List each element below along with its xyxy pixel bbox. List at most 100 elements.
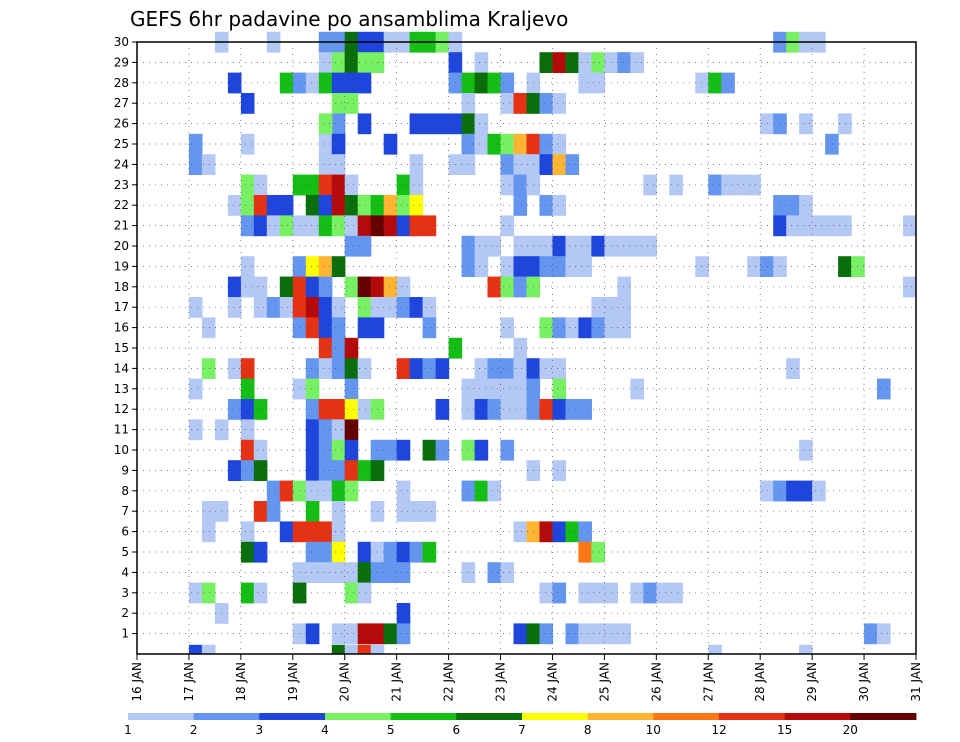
colorbar-segment <box>653 713 720 720</box>
heatmap-cell <box>539 52 554 73</box>
heatmap-cell <box>500 378 515 400</box>
y-tick-label: 17 <box>114 300 129 314</box>
heatmap-cell <box>266 480 281 502</box>
heatmap-cell <box>539 154 554 175</box>
heatmap-cell <box>331 133 346 155</box>
heatmap-cell <box>396 480 411 502</box>
heatmap-cell <box>188 378 203 400</box>
y-tick-label: 30 <box>114 35 129 49</box>
heatmap-cell <box>487 276 502 298</box>
heatmap-cell <box>877 378 891 400</box>
heatmap-cell <box>461 562 476 583</box>
heatmap-cell <box>500 93 515 114</box>
heatmap-cell <box>240 276 255 298</box>
heatmap-cell <box>331 93 346 114</box>
heatmap-cell <box>357 541 372 563</box>
x-tick-label: 31 JAN <box>909 662 923 702</box>
heatmap-cell <box>305 215 320 237</box>
heatmap-cell <box>266 195 281 216</box>
grid-lines <box>137 42 916 654</box>
heatmap-cell <box>344 72 359 94</box>
heatmap-cell <box>383 195 398 216</box>
heatmap-cell <box>643 174 657 196</box>
heatmap-cell <box>591 317 605 339</box>
heatmap-cell <box>630 582 644 604</box>
heatmap-cell <box>877 623 891 645</box>
heatmap-cell <box>591 72 605 94</box>
heatmap-cell <box>331 439 346 461</box>
heatmap-cell <box>331 562 346 583</box>
heatmap-cell <box>864 623 878 645</box>
heatmap-cell <box>474 133 489 155</box>
heatmap-cell <box>357 195 372 216</box>
heatmap-cell <box>409 541 424 563</box>
heatmap-cell <box>708 72 722 94</box>
heatmap-cell <box>786 195 800 216</box>
heatmap-cell <box>305 399 320 420</box>
heatmap-cell <box>487 358 502 379</box>
heatmap-cell <box>552 378 567 400</box>
heatmap-cell <box>617 297 631 318</box>
heatmap-cell <box>344 358 359 379</box>
heatmap-cell <box>435 439 450 461</box>
heatmap-cell <box>591 582 605 604</box>
heatmap-cell <box>331 480 346 502</box>
heatmap-cell <box>240 256 255 277</box>
heatmap-cell <box>799 113 813 135</box>
heatmap-cell <box>461 378 476 400</box>
heatmap-cell <box>331 460 346 481</box>
y-tick-label: 8 <box>121 484 129 498</box>
heatmap-cell <box>669 582 683 604</box>
heatmap-cell <box>331 52 346 73</box>
heatmap-cell <box>747 256 761 277</box>
heatmap-cell <box>318 317 333 339</box>
colorbar-tick-label: 4 <box>321 723 329 737</box>
heatmap-cell <box>344 460 359 481</box>
heatmap-cell <box>552 460 567 481</box>
heatmap-cell <box>188 133 203 155</box>
heatmap-cell <box>344 52 359 73</box>
heatmap-cell <box>474 480 489 502</box>
heatmap-cell <box>383 215 398 237</box>
heatmap-cell <box>799 439 813 461</box>
heatmap-cell <box>539 358 554 379</box>
heatmap-cell <box>591 623 605 645</box>
colorbar-tick-label: 15 <box>777 723 792 737</box>
heatmap-cell <box>240 460 255 481</box>
heatmap-cell <box>318 52 333 73</box>
y-tick-label: 25 <box>114 137 129 151</box>
heatmap-cell <box>188 154 203 175</box>
heatmap-cell <box>318 276 333 298</box>
heatmap-cell <box>487 72 502 94</box>
heatmap-cell <box>786 480 800 502</box>
heatmap-cell <box>552 133 567 155</box>
heatmap-cell <box>331 521 346 543</box>
heatmap-cell <box>370 644 385 655</box>
y-axis: 1234567891011121314151617181920212223242… <box>114 35 137 641</box>
heatmap-cell <box>253 582 268 604</box>
x-tick-label: 18 JAN <box>234 662 248 702</box>
heatmap-cell <box>344 644 359 655</box>
x-tick-label: 24 JAN <box>545 662 559 702</box>
y-tick-label: 26 <box>114 117 129 131</box>
heatmap-cell <box>253 195 268 216</box>
y-tick-label: 16 <box>114 321 129 335</box>
heatmap-cell <box>474 113 489 135</box>
heatmap-cell <box>552 52 567 73</box>
heatmap-cell <box>305 501 320 522</box>
heatmap-cell <box>409 358 424 379</box>
heatmap-cell <box>318 174 333 196</box>
heatmap-cell <box>474 256 489 277</box>
heatmap-cell <box>331 541 346 563</box>
heatmap-cell <box>500 154 515 175</box>
heatmap-cell <box>253 541 268 563</box>
heatmap-cell <box>500 562 515 583</box>
heatmap-cell <box>344 93 359 114</box>
heatmap-cell <box>435 113 450 135</box>
heatmap-cell <box>617 623 631 645</box>
heatmap-cell <box>331 195 346 216</box>
heatmap-cell <box>344 399 359 420</box>
heatmap-cell <box>500 317 515 339</box>
heatmap-cell <box>461 113 476 135</box>
